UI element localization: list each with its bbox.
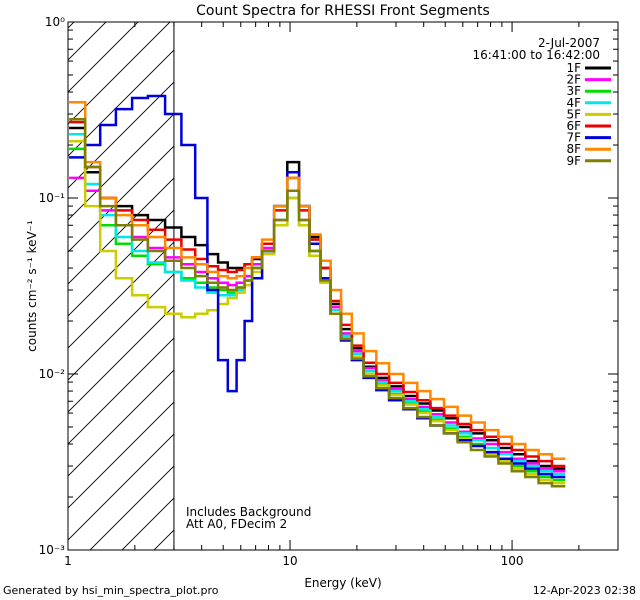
y-tick-label: 10⁻³: [39, 543, 66, 557]
plot-frame: [67, 21, 619, 551]
legend-label-2F: 2F: [566, 73, 581, 87]
x-tick-label: 1: [64, 554, 72, 568]
legend-label-3F: 3F: [566, 84, 581, 98]
legend-label-9F: 9F: [566, 154, 581, 168]
axes-group: 1 10 100 10⁰ 10⁻¹ 10⁻² 10⁻³: [39, 15, 619, 568]
legend-label-5F: 5F: [566, 107, 581, 121]
x-tick-label: 10: [282, 554, 297, 568]
legend-time-range: 16:41:00 to 16:42:00: [473, 48, 600, 62]
series-line-7F: [69, 94, 566, 479]
y-tick-label: 10⁻²: [39, 367, 66, 381]
x-tick-label: 100: [501, 554, 524, 568]
series-line-6F: [69, 120, 566, 468]
legend-label-6F: 6F: [566, 119, 581, 133]
chart-title: Count Spectra for RHESSI Front Segments: [196, 3, 490, 19]
annotation-background: Includes Background: [186, 505, 311, 519]
legend-date: 2-Jul-2007: [538, 36, 600, 50]
y-tick-label: 10⁰: [45, 15, 65, 29]
footer-generated-by: Generated by hsi_min_spectra_plot.pro: [3, 584, 219, 597]
legend-label-1F: 1F: [566, 61, 581, 75]
footer-timestamp: 12-Apr-2023 02:38: [533, 584, 636, 597]
series-line-9F: [69, 118, 566, 488]
annotation-attenuator: Att A0, FDecim 2: [186, 517, 287, 531]
y-tick-label: 10⁻¹: [39, 191, 66, 205]
x-axis-label: Energy (keV): [304, 576, 381, 590]
legend-label-8F: 8F: [566, 142, 581, 156]
series-line-8F: [69, 100, 566, 460]
y-axis-label: counts cm⁻² s⁻¹ keV⁻¹: [25, 220, 39, 352]
series-group: [69, 94, 566, 488]
legend-label-4F: 4F: [566, 96, 581, 110]
legend-label-7F: 7F: [566, 131, 581, 145]
